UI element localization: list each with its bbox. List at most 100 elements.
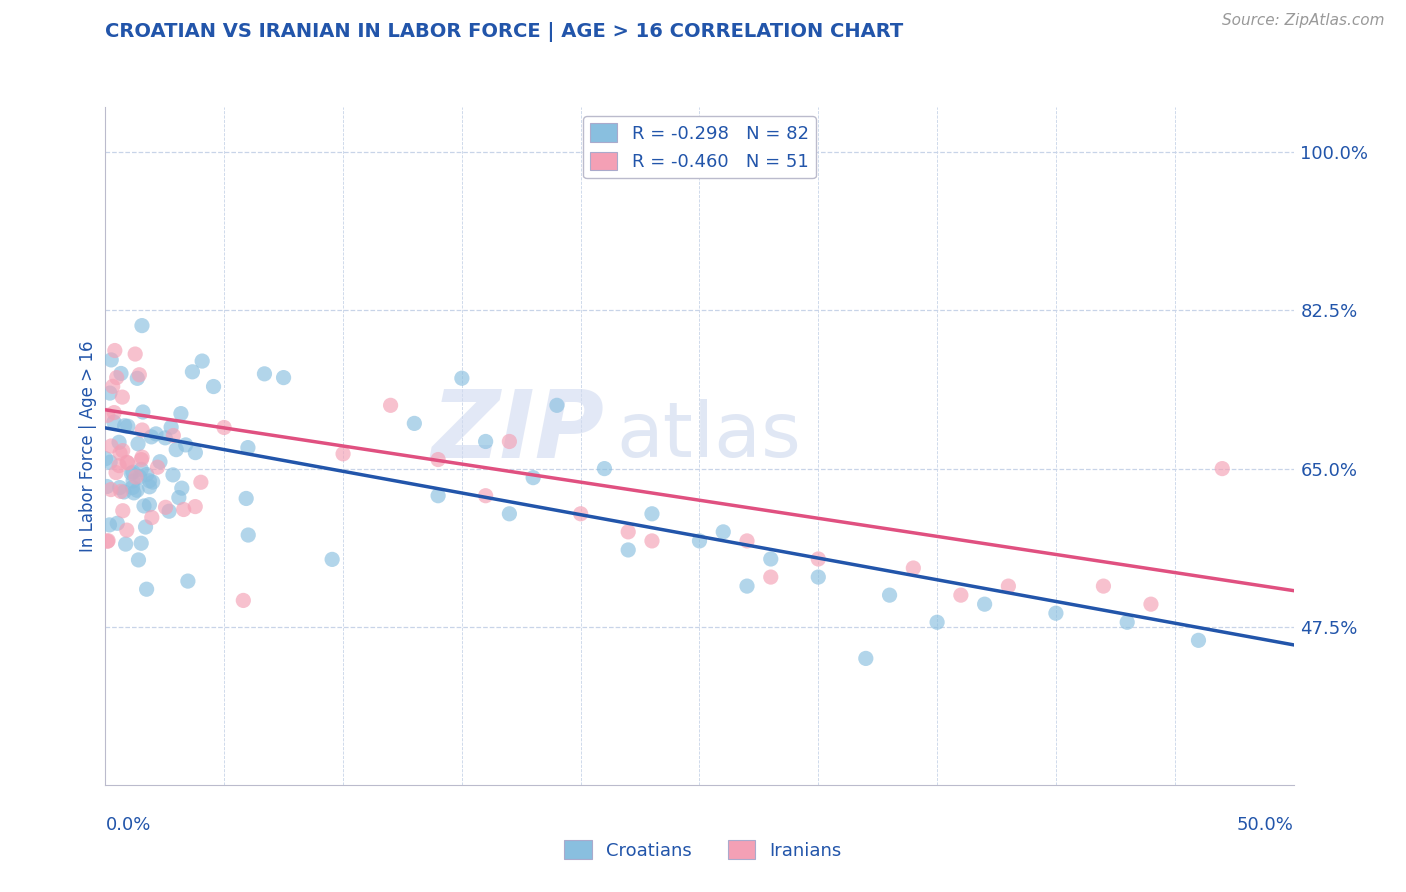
Point — [711, 524, 734, 539]
Y-axis label: In Labor Force | Age > 16: In Labor Force | Age > 16 — [79, 340, 97, 552]
Legend: Croatians, Iranians: Croatians, Iranians — [557, 833, 849, 867]
Point — [332, 447, 354, 461]
Point — [997, 579, 1019, 593]
Text: 0.0%: 0.0% — [105, 816, 150, 834]
Point — [177, 574, 200, 588]
Point — [125, 470, 148, 484]
Point — [474, 489, 496, 503]
Point — [105, 516, 128, 531]
Text: Source: ZipAtlas.com: Source: ZipAtlas.com — [1222, 13, 1385, 29]
Point — [145, 426, 167, 441]
Point — [321, 552, 343, 566]
Text: 50.0%: 50.0% — [1237, 816, 1294, 834]
Point — [101, 379, 124, 393]
Point — [111, 504, 134, 518]
Point — [427, 489, 450, 503]
Point — [138, 498, 160, 512]
Point — [127, 371, 149, 385]
Point — [115, 523, 138, 537]
Point — [114, 418, 136, 433]
Point — [127, 437, 149, 451]
Legend: R = -0.298   N = 82, R = -0.460   N = 51: R = -0.298 N = 82, R = -0.460 N = 51 — [583, 116, 815, 178]
Point — [238, 528, 260, 542]
Point — [141, 430, 163, 444]
Point — [593, 461, 616, 475]
Point — [807, 570, 830, 584]
Point — [98, 517, 121, 532]
Point — [202, 379, 225, 393]
Point — [111, 443, 134, 458]
Point — [122, 474, 145, 488]
Point — [142, 475, 165, 489]
Point — [132, 405, 155, 419]
Point — [617, 524, 640, 539]
Point — [498, 507, 520, 521]
Point — [120, 467, 142, 481]
Point — [128, 470, 150, 484]
Point — [117, 419, 139, 434]
Point — [273, 370, 295, 384]
Point — [641, 507, 664, 521]
Point — [191, 354, 214, 368]
Point — [807, 552, 830, 566]
Point — [641, 533, 664, 548]
Point — [689, 533, 711, 548]
Point — [138, 480, 160, 494]
Point — [157, 504, 180, 518]
Point — [569, 507, 592, 521]
Point — [212, 420, 235, 434]
Point — [735, 579, 758, 593]
Point — [404, 417, 426, 431]
Point — [97, 533, 120, 548]
Point — [450, 371, 472, 385]
Point — [162, 428, 184, 442]
Point — [522, 470, 544, 484]
Point — [903, 561, 925, 575]
Point — [112, 484, 135, 499]
Point — [617, 543, 640, 558]
Point — [1092, 579, 1115, 593]
Point — [105, 370, 128, 384]
Point — [121, 481, 143, 495]
Point — [190, 475, 212, 490]
Point — [167, 491, 190, 505]
Point — [232, 593, 254, 607]
Point — [146, 460, 169, 475]
Point — [100, 352, 122, 367]
Point — [100, 439, 122, 453]
Point — [973, 597, 995, 611]
Point — [235, 491, 257, 506]
Point — [127, 483, 149, 498]
Point — [122, 465, 145, 479]
Point — [131, 450, 153, 464]
Point — [184, 445, 207, 459]
Point — [1187, 633, 1209, 648]
Point — [110, 484, 132, 499]
Point — [96, 534, 118, 549]
Text: ZIP: ZIP — [432, 386, 605, 478]
Point — [94, 451, 117, 466]
Point — [1140, 597, 1163, 611]
Point — [117, 456, 139, 470]
Point — [160, 420, 183, 434]
Point — [170, 407, 193, 421]
Point — [174, 438, 197, 452]
Point — [104, 343, 127, 358]
Point — [98, 455, 121, 469]
Point — [97, 409, 120, 423]
Point — [735, 533, 758, 548]
Point — [184, 500, 207, 514]
Point — [135, 467, 157, 482]
Point — [138, 474, 160, 488]
Point — [949, 588, 972, 602]
Point — [474, 434, 496, 449]
Point — [103, 415, 125, 429]
Point — [759, 570, 782, 584]
Point — [135, 520, 157, 534]
Point — [100, 483, 122, 497]
Point — [132, 499, 155, 513]
Point — [173, 502, 195, 516]
Point — [1116, 615, 1139, 630]
Point — [114, 537, 136, 551]
Point — [141, 510, 163, 524]
